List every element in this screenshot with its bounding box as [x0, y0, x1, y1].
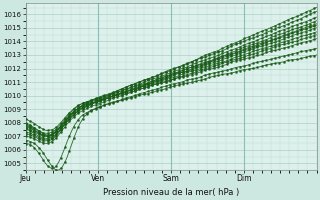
X-axis label: Pression niveau de la mer( hPa ): Pression niveau de la mer( hPa )	[103, 188, 239, 197]
